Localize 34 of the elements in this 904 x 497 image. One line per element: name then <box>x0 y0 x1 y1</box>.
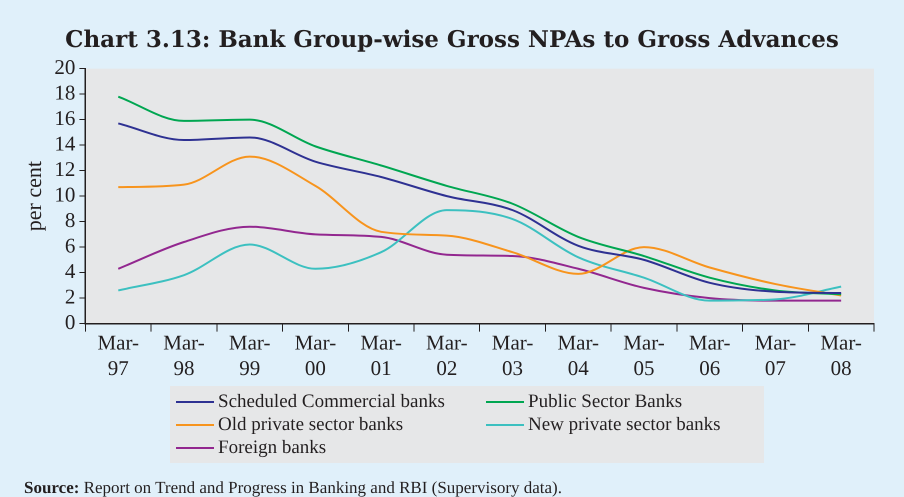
x-tick-label: Mar-98 <box>163 330 205 380</box>
source-note: Source: Report on Trend and Progress in Banking and RBI (Supervisory data). <box>24 478 562 497</box>
y-tick-label: 0 <box>64 310 76 334</box>
x-tick-label: Mar-05 <box>623 330 665 380</box>
line-series <box>117 209 842 302</box>
y-tick-label: 18 <box>54 80 76 105</box>
legend-label: Public Sector Banks <box>527 390 684 413</box>
x-tick-label: Mar-03 <box>492 330 534 380</box>
line-series <box>117 226 842 302</box>
y-tick-label: 14 <box>54 132 76 156</box>
y-tick-label: 6 <box>64 234 76 258</box>
line-series <box>117 156 842 297</box>
x-tick-label: Mar-07 <box>754 330 796 380</box>
x-tick-label: Mar-99 <box>228 330 270 380</box>
y-axis-title: per cent <box>20 160 46 232</box>
x-tick-label: Mar-06 <box>688 330 730 380</box>
legend-label: Scheduled Commercial banks <box>217 390 446 413</box>
chart-title: Chart 3.13: Bank Group-wise Gross NPAs to Gross Advances <box>64 26 840 53</box>
legend-label: New private sector banks <box>527 413 722 436</box>
legend-label: Foreign banks <box>217 436 328 459</box>
x-tick-label: Mar-00 <box>294 330 336 380</box>
legend-label: Old private sector banks <box>217 413 404 436</box>
x-tick-label: Mar-01 <box>360 330 402 380</box>
x-tick-label: Mar-04 <box>557 330 600 380</box>
x-tick-label: Mar-97 <box>97 330 140 380</box>
y-tick-label: 20 <box>54 55 76 80</box>
x-tick-label: Mar-08 <box>820 330 862 380</box>
y-tick-label: 2 <box>64 284 76 309</box>
y-tick-label: 10 <box>54 182 76 207</box>
y-tick-label: 4 <box>64 259 76 284</box>
y-tick-label: 16 <box>54 106 76 130</box>
y-tick-label: 12 <box>54 157 76 182</box>
x-tick-label: Mar-02 <box>426 330 468 380</box>
y-tick-label: 8 <box>64 208 76 232</box>
